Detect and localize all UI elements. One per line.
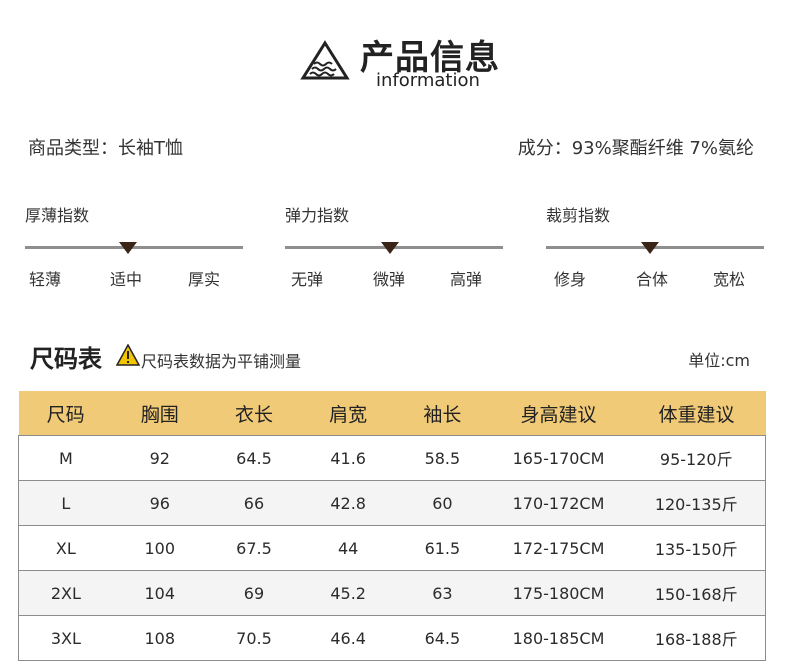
indicator-label: 适中 xyxy=(110,270,143,289)
table-cell: 150-168斤 xyxy=(627,570,766,616)
table-cell: 165-170CM xyxy=(489,435,628,481)
table-cell: 64.5 xyxy=(395,615,490,661)
indicator-label: 无弹 xyxy=(291,270,324,289)
column-header: 袖长 xyxy=(395,391,490,436)
table-cell: 92 xyxy=(112,435,207,481)
indicator-label: 微弹 xyxy=(373,270,406,289)
table-cell: 70.5 xyxy=(206,615,302,661)
unit-label: 单位:cm xyxy=(688,351,750,370)
table-cell: 45.2 xyxy=(301,570,396,616)
table-cell: 67.5 xyxy=(206,525,302,571)
table-cell: 108 xyxy=(112,615,207,661)
table-cell: XL xyxy=(17,525,113,571)
table-cell: 100 xyxy=(112,525,207,571)
indicator-title: 厚薄指数 xyxy=(25,206,90,225)
table-cell: 42.8 xyxy=(301,480,396,526)
warning-triangle-icon xyxy=(116,344,140,366)
composition-text: 成分：93%聚酯纤维 7%氨纶 xyxy=(517,138,754,159)
table-cell: 170-172CM xyxy=(489,480,628,526)
table-row: M 92 64.5 41.6 58.5 165-170CM 95-120斤 xyxy=(17,435,766,481)
table-cell: 61.5 xyxy=(395,525,490,571)
indicator-label: 修身 xyxy=(554,270,587,289)
mountain-water-triangle-icon xyxy=(300,40,350,80)
table-cell: 2XL xyxy=(17,570,113,616)
table-cell: 3XL xyxy=(17,615,113,661)
table-cell: L xyxy=(17,480,113,526)
indicator-label: 高弹 xyxy=(450,270,483,289)
table-cell: 95-120斤 xyxy=(627,435,766,481)
indicator-title: 弹力指数 xyxy=(285,206,350,225)
indicator-label: 厚实 xyxy=(188,270,221,289)
size-table: 尺码 胸围 衣长 肩宽 袖长 身高建议 体重建议 M 92 64.5 41.6 58.5… xyxy=(17,391,766,661)
table-cell: 96 xyxy=(112,480,207,526)
table-cell: 104 xyxy=(112,570,207,616)
column-header: 体重建议 xyxy=(627,391,766,436)
column-header: 衣长 xyxy=(206,391,302,436)
table-cell: 46.4 xyxy=(301,615,396,661)
table-cell: 63 xyxy=(395,570,490,616)
table-header-row: 尺码 胸围 衣长 肩宽 袖长 身高建议 体重建议 xyxy=(18,391,766,436)
page-title: 产品信息 xyxy=(360,38,500,78)
page-subtitle: information xyxy=(376,70,480,91)
table-cell: 135-150斤 xyxy=(627,525,766,571)
size-chart-title: 尺码表 xyxy=(30,345,102,373)
indicator-label: 宽松 xyxy=(713,270,746,289)
indicator-marker xyxy=(119,242,137,254)
product-type-text: 商品类型：长袖T恤 xyxy=(28,138,183,159)
table-cell: 58.5 xyxy=(395,435,490,481)
table-cell: 41.6 xyxy=(301,435,396,481)
table-row: L 96 66 42.8 60 170-172CM 120-135斤 xyxy=(17,480,766,526)
measurement-note: 尺码表数据为平铺测量 xyxy=(141,352,302,371)
table-cell: 180-185CM xyxy=(489,615,628,661)
indicator-title: 裁剪指数 xyxy=(546,206,611,225)
column-header: 身高建议 xyxy=(489,391,628,436)
table-cell: 69 xyxy=(206,570,302,616)
indicator-label: 合体 xyxy=(636,270,669,289)
elasticity-indicator: 弹力指数 无弹 微弹 高弹 xyxy=(285,202,503,292)
indicator-marker xyxy=(381,242,399,254)
column-header: 胸围 xyxy=(112,391,207,436)
table-cell: 64.5 xyxy=(206,435,302,481)
table-cell: 66 xyxy=(206,480,302,526)
fit-indicator: 裁剪指数 修身 合体 宽松 xyxy=(546,202,764,292)
table-row: XL 100 67.5 44 61.5 172-175CM 135-150斤 xyxy=(17,525,766,571)
table-cell: 44 xyxy=(301,525,396,571)
table-cell: 172-175CM xyxy=(489,525,628,571)
table-cell: 120-135斤 xyxy=(627,480,766,526)
indicator-marker xyxy=(641,242,659,254)
table-cell: 168-188斤 xyxy=(627,615,766,661)
table-cell: 175-180CM xyxy=(489,570,628,616)
table-row: 3XL 108 70.5 46.4 64.5 180-185CM 168-188斤 xyxy=(17,615,766,661)
indicator-label: 轻薄 xyxy=(29,270,62,289)
table-cell: M xyxy=(17,435,113,481)
column-header: 尺码 xyxy=(18,391,113,436)
table-row: 2XL 104 69 45.2 63 175-180CM 150-168斤 xyxy=(17,570,766,616)
column-header: 肩宽 xyxy=(301,391,396,436)
table-cell: 60 xyxy=(395,480,490,526)
thickness-indicator: 厚薄指数 轻薄 适中 厚实 xyxy=(25,202,243,292)
